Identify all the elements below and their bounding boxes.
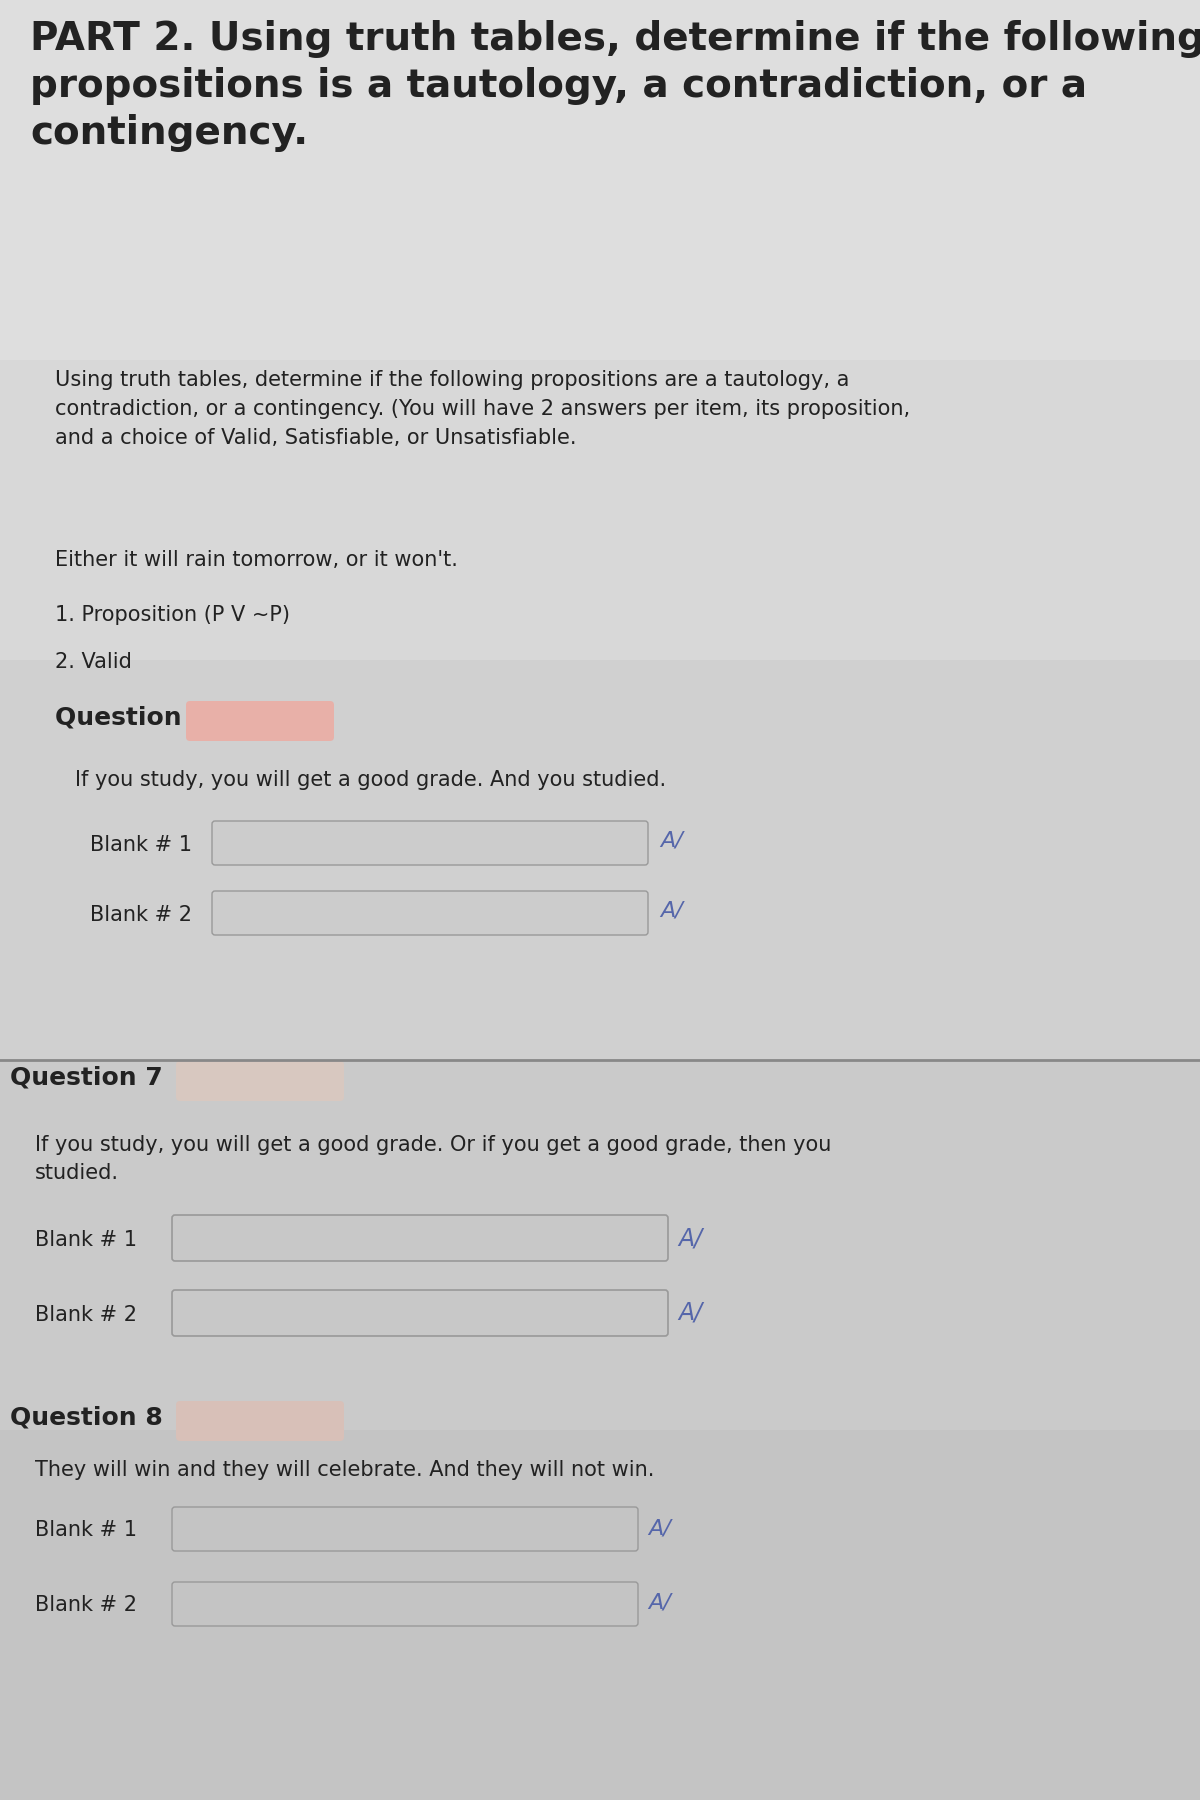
Text: A/: A/ bbox=[660, 830, 683, 850]
Text: 1. Proposition (P V ~P): 1. Proposition (P V ~P) bbox=[55, 605, 290, 625]
Bar bbox=[0, 1060, 1200, 1429]
Bar bbox=[0, 0, 1200, 1060]
Text: Either it will rain tomorrow, or it won't.: Either it will rain tomorrow, or it won'… bbox=[55, 551, 458, 571]
Text: PART 2. Using truth tables, determine if the following
propositions is a tautolo: PART 2. Using truth tables, determine if… bbox=[30, 20, 1200, 151]
FancyBboxPatch shape bbox=[172, 1291, 668, 1336]
Bar bbox=[0, 0, 1200, 20]
Text: Blank # 2: Blank # 2 bbox=[35, 1305, 137, 1325]
FancyBboxPatch shape bbox=[172, 1582, 638, 1625]
Text: Question 6: Question 6 bbox=[55, 706, 208, 729]
Text: If you study, you will get a good grade. Or if you get a good grade, then you
st: If you study, you will get a good grade.… bbox=[35, 1136, 832, 1183]
Text: Blank # 1: Blank # 1 bbox=[35, 1229, 137, 1249]
Bar bbox=[0, 360, 1200, 661]
FancyBboxPatch shape bbox=[172, 1215, 668, 1262]
Text: Blank # 2: Blank # 2 bbox=[35, 1595, 137, 1615]
Text: If you study, you will get a good grade. And you studied.: If you study, you will get a good grade.… bbox=[74, 770, 666, 790]
FancyBboxPatch shape bbox=[212, 891, 648, 934]
Text: A/: A/ bbox=[678, 1301, 702, 1325]
Text: Blank # 2: Blank # 2 bbox=[90, 905, 192, 925]
FancyBboxPatch shape bbox=[212, 821, 648, 866]
Text: A/: A/ bbox=[648, 1593, 671, 1613]
Text: A/: A/ bbox=[648, 1517, 671, 1537]
Bar bbox=[0, 1060, 1200, 1800]
Text: A/: A/ bbox=[678, 1226, 702, 1249]
FancyBboxPatch shape bbox=[172, 1507, 638, 1552]
Bar bbox=[0, 661, 1200, 1060]
FancyBboxPatch shape bbox=[176, 1060, 344, 1102]
Text: Question 7: Question 7 bbox=[10, 1066, 163, 1089]
Text: A/: A/ bbox=[660, 900, 683, 920]
Text: Blank # 1: Blank # 1 bbox=[90, 835, 192, 855]
Text: Blank # 1: Blank # 1 bbox=[35, 1519, 137, 1541]
Text: Using truth tables, determine if the following propositions are a tautology, a
c: Using truth tables, determine if the fol… bbox=[55, 371, 910, 448]
FancyBboxPatch shape bbox=[176, 1400, 344, 1442]
Text: Question 8: Question 8 bbox=[10, 1406, 163, 1429]
Text: 2. Valid: 2. Valid bbox=[55, 652, 132, 671]
Bar bbox=[0, 0, 1200, 360]
Text: They will win and they will celebrate. And they will not win.: They will win and they will celebrate. A… bbox=[35, 1460, 654, 1480]
FancyBboxPatch shape bbox=[186, 700, 334, 742]
Bar bbox=[0, 1429, 1200, 1800]
